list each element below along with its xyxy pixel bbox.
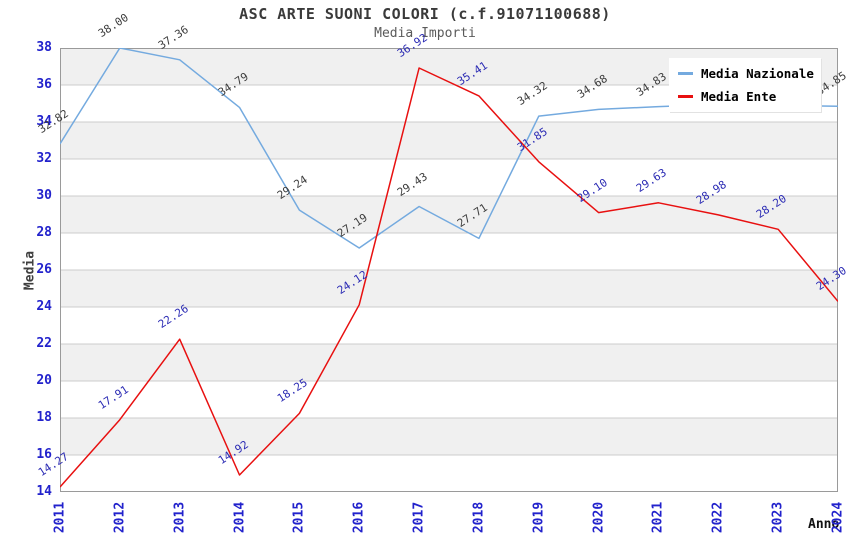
x-tick-label: 2020 (591, 501, 607, 534)
legend-item-media-ente: Media Ente (678, 85, 821, 108)
x-tick-label: 2017 (411, 501, 427, 534)
x-tick-label: 2021 (650, 501, 666, 534)
plot-band (60, 122, 838, 159)
legend-label: Media Ente (701, 89, 777, 104)
y-tick-label: 32 (36, 151, 52, 166)
x-tick-label: 2015 (291, 501, 307, 534)
x-tick-label: 2011 (52, 501, 68, 534)
plot-band (60, 196, 838, 233)
x-tick-label: 2013 (172, 501, 188, 534)
legend-label: Media Nazionale (701, 66, 814, 81)
x-tick-label: 2024 (830, 501, 846, 534)
y-tick-label: 34 (36, 114, 52, 129)
y-tick-label: 22 (36, 336, 52, 351)
chart-subtitle: Media Importi (374, 26, 476, 41)
legend-line-marker-red (678, 95, 693, 98)
y-tick-label: 20 (36, 373, 52, 388)
plot-area (59, 47, 839, 492)
x-tick-label: 2019 (531, 501, 547, 534)
plot-svg (59, 47, 839, 492)
legend-line-marker-blue (678, 72, 693, 75)
y-tick-label: 24 (36, 299, 52, 314)
legend-item-media-nazionale: Media Nazionale (678, 62, 821, 85)
y-tick-label: 36 (36, 77, 52, 92)
y-tick-label: 26 (36, 262, 52, 277)
y-tick-label: 14 (36, 484, 52, 499)
x-tick-label: 2018 (471, 501, 487, 534)
y-tick-label: 28 (36, 225, 52, 240)
series-line-ente (59, 67, 839, 488)
x-tick-label: 2012 (112, 501, 128, 534)
x-tick-label: 2023 (770, 501, 786, 534)
x-tick-label: 2014 (232, 501, 248, 534)
x-tick-label: 2016 (351, 501, 367, 534)
legend: Media Nazionale Media Ente (669, 58, 821, 112)
x-axis-label: Anno (808, 517, 840, 532)
plot-band (60, 270, 838, 307)
plot-band (60, 344, 838, 381)
y-tick-label: 30 (36, 188, 52, 203)
plot-border (60, 48, 838, 492)
chart-title: ASC ARTE SUONI COLORI (c.f.91071100688) (239, 5, 611, 23)
y-tick-label: 16 (36, 447, 52, 462)
plot-band (60, 418, 838, 455)
y-tick-label: 38 (36, 40, 52, 55)
y-tick-label: 18 (36, 410, 52, 425)
x-tick-label: 2022 (710, 501, 726, 534)
